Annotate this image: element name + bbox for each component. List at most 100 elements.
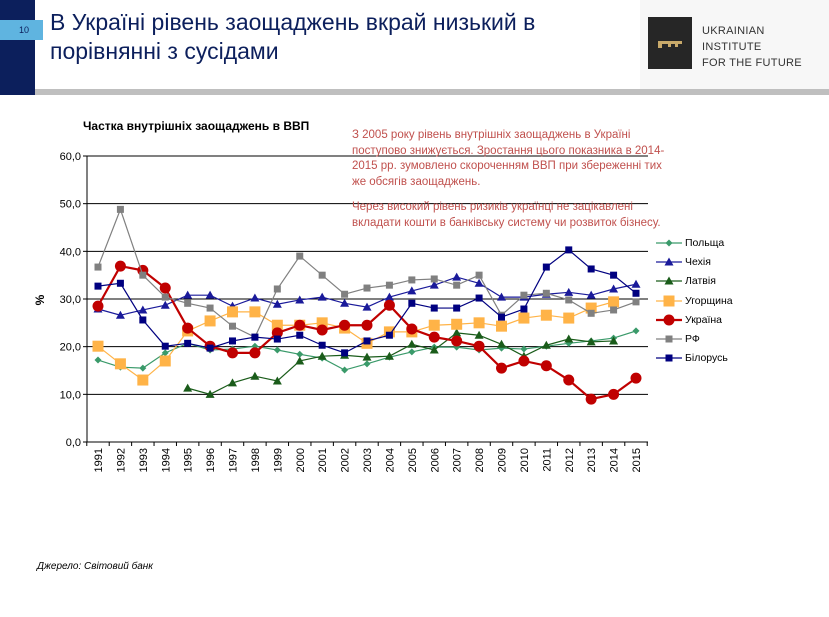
legend-swatch [656, 295, 682, 307]
data-point [250, 293, 260, 302]
data-point [363, 337, 371, 345]
legend-label: Білорусь [685, 352, 728, 365]
x-tick-label: 2012 [564, 448, 576, 472]
data-point [496, 362, 507, 374]
series-line [187, 332, 614, 395]
data-point [610, 271, 618, 279]
data-point [272, 376, 282, 385]
y-tick-label: 60,0 [60, 151, 81, 163]
data-point [520, 345, 528, 353]
data-point [632, 298, 640, 306]
data-point [587, 309, 595, 317]
data-point [665, 239, 673, 247]
data-point [540, 309, 552, 321]
data-point [273, 335, 281, 343]
legend-item: РФ [656, 329, 733, 348]
data-point [115, 310, 125, 319]
data-point [204, 315, 216, 327]
data-point [518, 312, 530, 324]
data-point [160, 300, 170, 309]
data-point [430, 275, 438, 283]
data-point [564, 287, 574, 296]
data-point [406, 323, 418, 335]
x-tick-label: 1997 [228, 448, 240, 472]
x-tick-label: 2014 [609, 448, 621, 472]
data-point [295, 295, 305, 304]
data-point [318, 341, 326, 349]
data-point [114, 260, 126, 272]
data-point [340, 298, 350, 307]
data-point [452, 328, 462, 337]
data-point [317, 351, 327, 360]
x-tick-label: 2000 [295, 448, 307, 472]
data-point [540, 360, 552, 372]
data-point [184, 299, 192, 307]
data-point [229, 337, 236, 345]
data-point [294, 319, 306, 331]
data-point [474, 278, 484, 287]
data-point [384, 351, 394, 360]
x-tick-label: 2011 [541, 448, 553, 472]
data-point [473, 340, 485, 352]
y-tick-label: 10,0 [60, 389, 81, 401]
data-point [408, 276, 416, 284]
data-point [497, 292, 506, 301]
data-point [251, 333, 259, 341]
data-point [585, 302, 597, 314]
legend-swatch [656, 314, 682, 326]
data-point [92, 340, 104, 352]
series-Польща [94, 327, 640, 374]
data-point [498, 313, 505, 321]
page-number: 10 [0, 20, 43, 40]
data-point [542, 289, 550, 297]
data-point [363, 284, 371, 292]
x-tick-label: 2001 [317, 448, 329, 472]
source-note: Джерело: Світовий банк [37, 561, 154, 572]
data-point [383, 299, 395, 311]
data-point [520, 305, 528, 313]
x-tick-label: 2003 [362, 448, 374, 472]
x-tick-label: 1995 [183, 448, 195, 472]
data-point [205, 389, 215, 398]
x-tick-label: 2015 [631, 448, 643, 472]
data-point [665, 354, 673, 362]
data-point [362, 302, 372, 311]
data-point [474, 330, 484, 339]
legend-swatch [656, 257, 682, 266]
legend-label: Польща [685, 236, 725, 249]
x-tick-label: 1999 [272, 448, 284, 472]
data-point [664, 257, 674, 266]
data-point [341, 366, 349, 374]
data-point [94, 356, 102, 364]
x-tick-label: 2010 [519, 448, 531, 472]
chart-title: Частка внутрішніх заощаджень в ВВП [83, 119, 310, 133]
logo-line: Ukrainian [702, 25, 765, 37]
data-point [341, 349, 349, 357]
data-point [159, 355, 171, 367]
series-Латвія [183, 328, 619, 398]
data-point [407, 339, 417, 348]
legend-item: Латвія [656, 272, 733, 291]
legend-item: Україна [656, 310, 733, 329]
data-point [430, 304, 438, 312]
key-icon [648, 17, 692, 69]
y-tick-label: 30,0 [60, 294, 81, 306]
data-point [271, 319, 283, 331]
x-tick-label: 1992 [115, 448, 127, 472]
data-point [139, 364, 147, 372]
logo-line: Institute [702, 41, 762, 53]
data-point [114, 358, 126, 370]
y-axis-label: % [33, 294, 47, 305]
data-point [586, 337, 596, 346]
data-point [586, 290, 596, 299]
legend-swatch [656, 335, 682, 343]
series-Білорусь [94, 246, 640, 357]
data-point [608, 296, 620, 308]
data-point [316, 324, 328, 336]
data-point [451, 318, 463, 330]
data-point [227, 306, 238, 318]
legend-label: Угорщина [685, 294, 733, 307]
data-point [563, 374, 575, 386]
data-point [183, 290, 193, 299]
